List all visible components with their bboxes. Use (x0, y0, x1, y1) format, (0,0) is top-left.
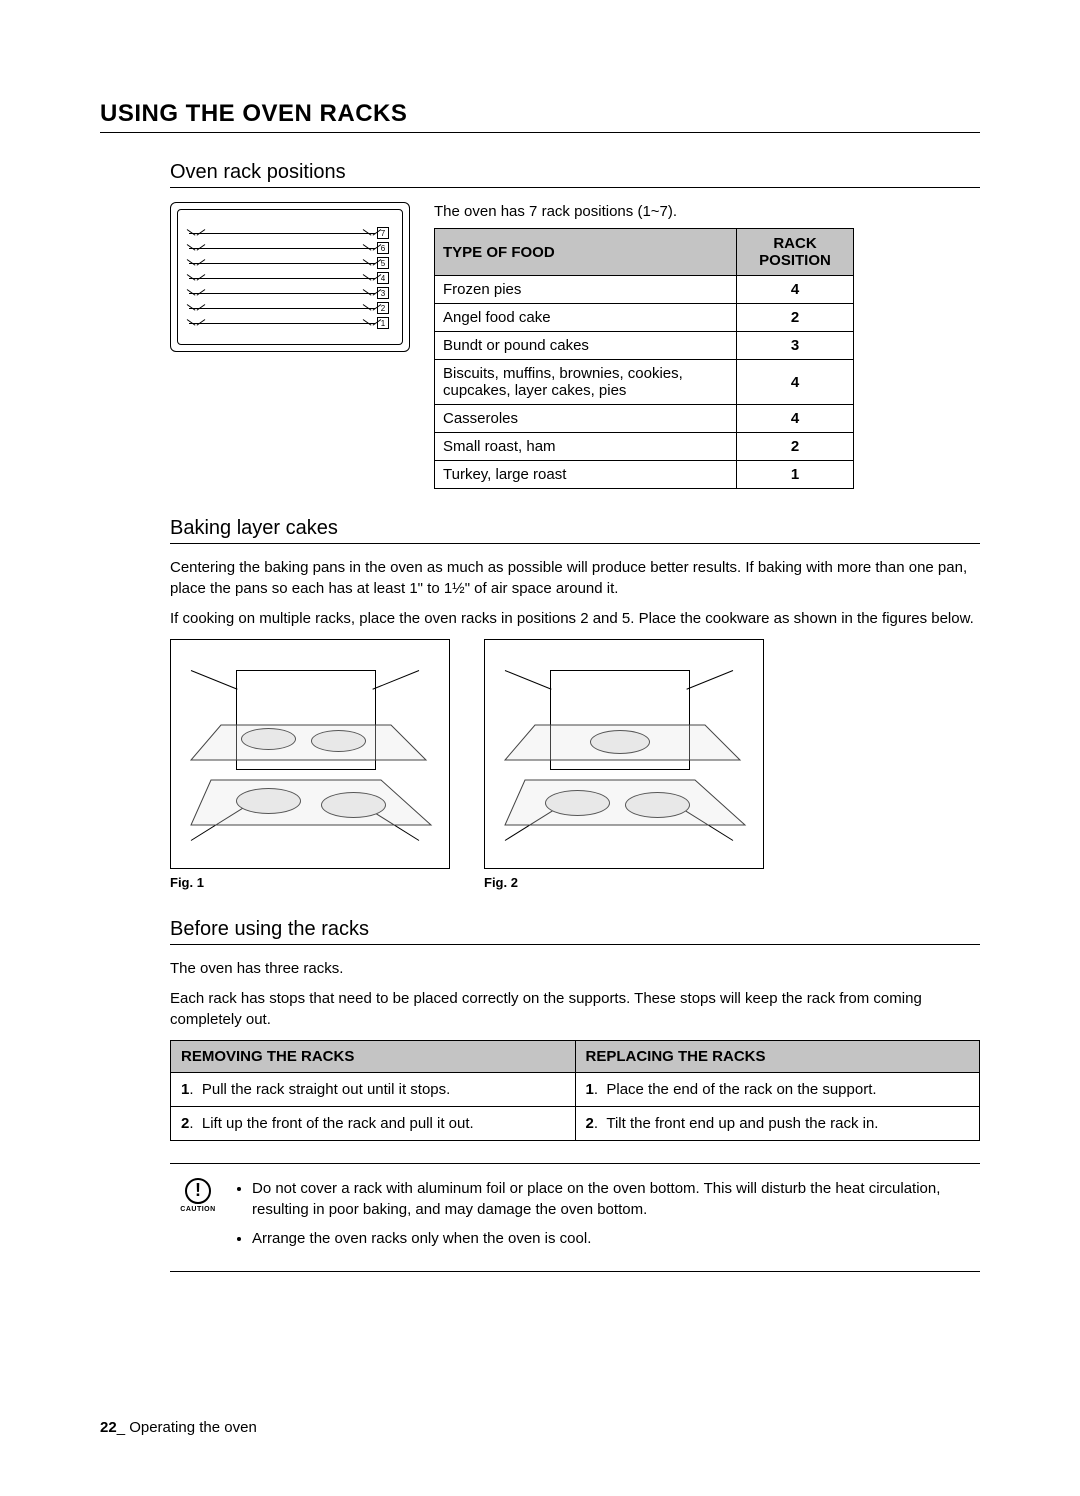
food-cell: Small roast, ham (435, 433, 737, 461)
oven-rack-diagram: 7 6 5 4 3 2 1 (170, 202, 410, 352)
step-text: Pull the rack straight out until it stop… (202, 1081, 450, 1098)
page-title: USING THE OVEN RACKS (100, 100, 980, 133)
footer-page-num: 22 (100, 1419, 117, 1436)
caution-icon: ! CAUTION (178, 1178, 218, 1257)
food-cell: Turkey, large roast (435, 461, 737, 489)
figure-2 (484, 639, 764, 869)
pos-cell: 2 (737, 304, 854, 332)
fig2-caption: Fig. 2 (484, 875, 764, 890)
caution-item: Do not cover a rack with aluminum foil o… (252, 1178, 972, 1220)
pos-cell: 2 (737, 433, 854, 461)
step-text: Lift up the front of the rack and pull i… (202, 1115, 474, 1132)
before-p1: The oven has three racks. (170, 959, 980, 979)
pos-cell: 4 (737, 360, 854, 405)
table-row: Angel food cake2 (435, 304, 854, 332)
before-heading: Before using the racks (170, 918, 980, 945)
rack-instructions-table: REMOVING THE RACKS REPLACING THE RACKS 1… (170, 1040, 980, 1141)
instr-header-replace: REPLACING THE RACKS (575, 1040, 980, 1072)
food-header-type: TYPE OF FOOD (435, 229, 737, 276)
table-row: Biscuits, muffins, brownies, cookies, cu… (435, 360, 854, 405)
food-cell: Biscuits, muffins, brownies, cookies, cu… (435, 360, 737, 405)
baking-p1: Centering the baking pans in the oven as… (170, 558, 980, 599)
rack-intro: The oven has 7 rack positions (1~7). (434, 202, 980, 222)
food-header-pos: RACK POSITION (737, 229, 854, 276)
footer-sep: _ (117, 1419, 125, 1436)
rack-position-table: TYPE OF FOOD RACK POSITION Frozen pies4 … (434, 228, 854, 489)
replace-step-1: 1. Place the end of the rack on the supp… (575, 1072, 980, 1106)
pos-cell: 1 (737, 461, 854, 489)
replace-step-2: 2. Tilt the front end up and push the ra… (575, 1106, 980, 1140)
figure-1 (170, 639, 450, 869)
fig1-caption: Fig. 1 (170, 875, 450, 890)
food-cell: Bundt or pound cakes (435, 332, 737, 360)
remove-step-2: 2. Lift up the front of the rack and pul… (171, 1106, 576, 1140)
table-row: Turkey, large roast1 (435, 461, 854, 489)
pos-cell: 3 (737, 332, 854, 360)
step-text: Tilt the front end up and push the rack … (606, 1115, 878, 1132)
food-cell: Casseroles (435, 405, 737, 433)
table-row: Casseroles4 (435, 405, 854, 433)
caution-label: CAUTION (178, 1206, 218, 1213)
baking-heading: Baking layer cakes (170, 517, 980, 544)
table-row: 1. Pull the rack straight out until it s… (171, 1072, 980, 1106)
step-text: Place the end of the rack on the support… (606, 1081, 876, 1098)
table-row: Bundt or pound cakes3 (435, 332, 854, 360)
remove-step-1: 1. Pull the rack straight out until it s… (171, 1072, 576, 1106)
pos-cell: 4 (737, 276, 854, 304)
caution-box: ! CAUTION Do not cover a rack with alumi… (170, 1163, 980, 1272)
page-footer: 22_ Operating the oven (100, 1419, 257, 1436)
rack-positions-heading: Oven rack positions (170, 161, 980, 188)
before-p2: Each rack has stops that need to be plac… (170, 989, 980, 1030)
food-cell: Frozen pies (435, 276, 737, 304)
instr-header-remove: REMOVING THE RACKS (171, 1040, 576, 1072)
footer-section: Operating the oven (129, 1419, 257, 1436)
table-row: 2. Lift up the front of the rack and pul… (171, 1106, 980, 1140)
baking-p2: If cooking on multiple racks, place the … (170, 609, 980, 629)
caution-item: Arrange the oven racks only when the ove… (252, 1228, 972, 1249)
pos-cell: 4 (737, 405, 854, 433)
food-cell: Angel food cake (435, 304, 737, 332)
table-row: Frozen pies4 (435, 276, 854, 304)
table-row: Small roast, ham2 (435, 433, 854, 461)
